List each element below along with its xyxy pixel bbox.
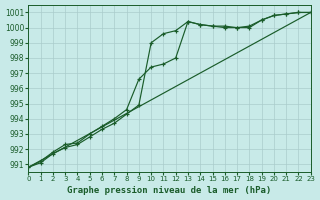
X-axis label: Graphe pression niveau de la mer (hPa): Graphe pression niveau de la mer (hPa) — [68, 186, 272, 195]
